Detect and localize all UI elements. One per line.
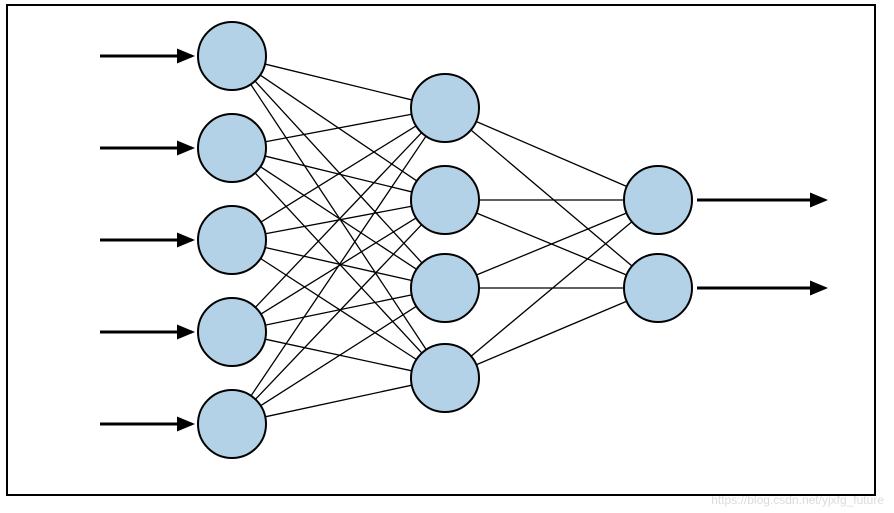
connection-edge: [261, 126, 416, 222]
connection-edge: [265, 295, 411, 325]
input-node: [198, 206, 266, 274]
hidden-node: [411, 166, 479, 234]
nodes-group: [198, 22, 692, 458]
connection-edge: [471, 130, 632, 266]
neural-network-diagram: [0, 0, 894, 513]
connection-edge: [265, 385, 412, 417]
connection-edge: [255, 133, 421, 308]
hidden-node: [411, 74, 479, 142]
connection-edge: [255, 173, 422, 353]
input-node: [198, 390, 266, 458]
connection-edge: [251, 136, 426, 396]
watermark-text: https://blog.csdn.net/yjxfg_future: [711, 493, 884, 507]
hidden-node: [411, 254, 479, 322]
connection-edge: [261, 258, 417, 359]
output-node: [624, 166, 692, 234]
connection-edge: [255, 81, 422, 263]
diagram-container: https://blog.csdn.net/yjxfg_future: [0, 0, 894, 513]
connection-edge: [265, 114, 411, 141]
input-node: [198, 298, 266, 366]
input-node: [198, 114, 266, 182]
connection-edge: [471, 222, 632, 356]
hidden-node: [411, 344, 479, 412]
output-node: [624, 254, 692, 322]
input-node: [198, 22, 266, 90]
connection-edge: [265, 64, 412, 100]
